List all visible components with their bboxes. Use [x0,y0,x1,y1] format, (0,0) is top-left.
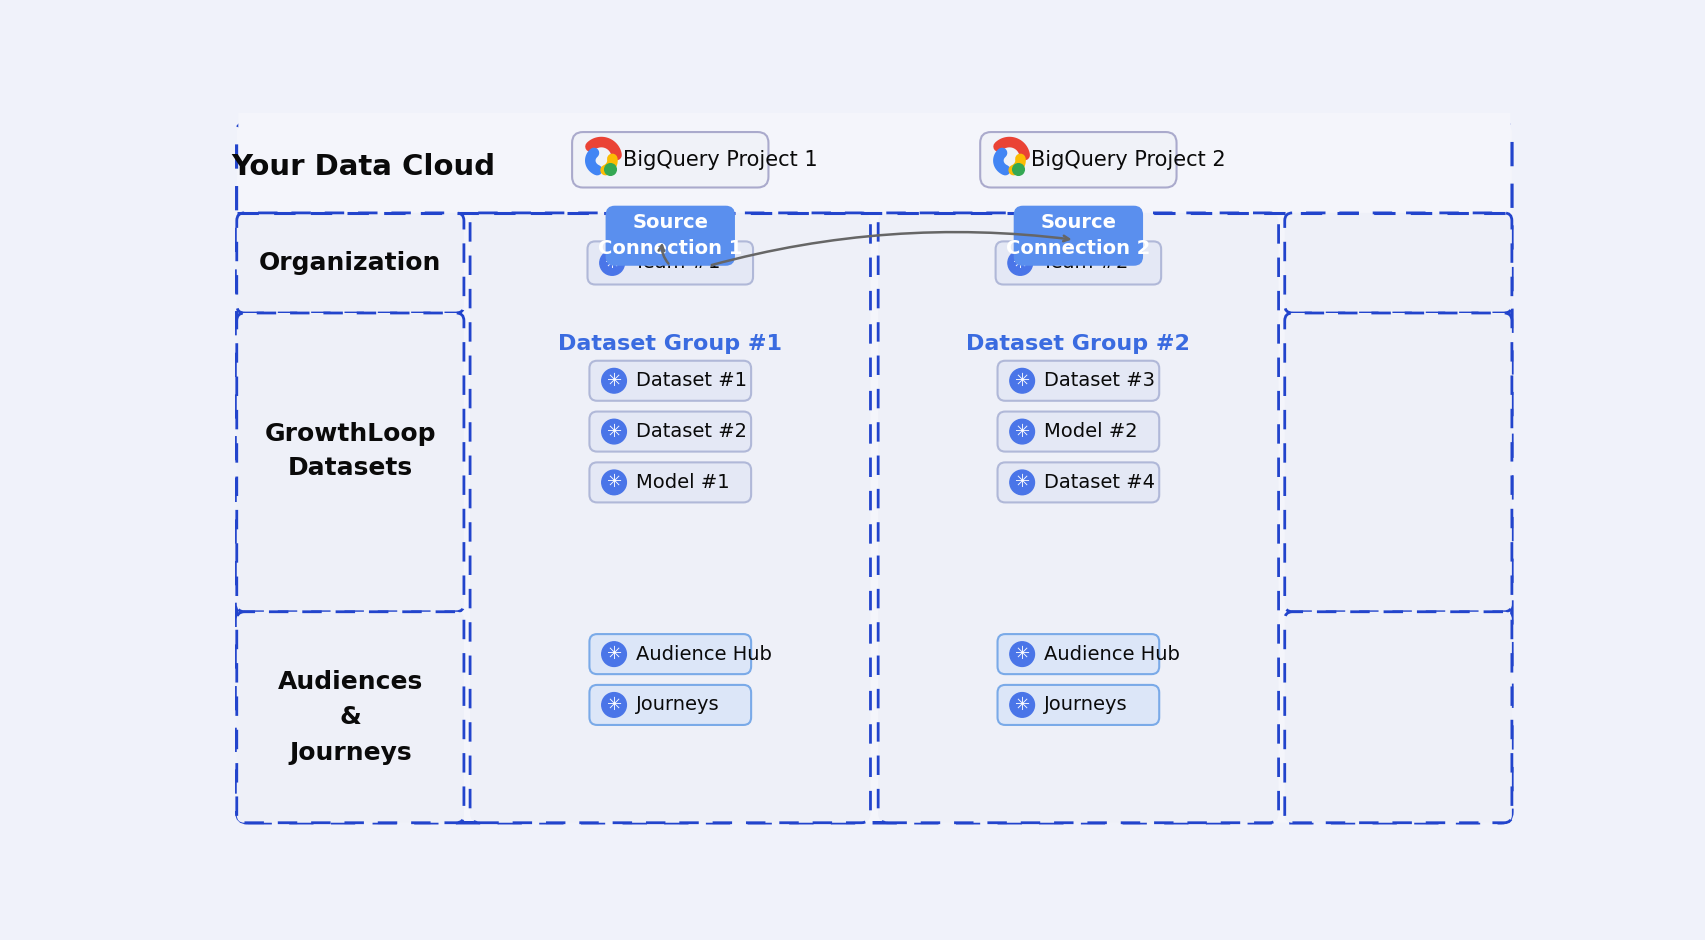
FancyBboxPatch shape [237,212,464,313]
Text: ✳: ✳ [1014,371,1030,390]
Circle shape [1009,693,1033,717]
FancyBboxPatch shape [471,212,870,822]
Text: Source
Connection 1: Source Connection 1 [598,213,742,258]
Text: Organization: Organization [259,251,442,274]
Text: ✳: ✳ [1014,645,1030,663]
Text: ✳: ✳ [604,254,619,272]
FancyBboxPatch shape [590,361,750,400]
FancyBboxPatch shape [237,612,464,822]
Text: Dataset #2: Dataset #2 [636,422,747,441]
Text: ✳: ✳ [1014,423,1030,441]
Text: BigQuery Project 2: BigQuery Project 2 [1030,149,1224,170]
Text: ✳: ✳ [607,371,621,390]
Circle shape [602,419,626,444]
Text: Audiences
&
Journeys: Audiences & Journeys [278,670,423,764]
FancyBboxPatch shape [997,361,1158,400]
Circle shape [1009,368,1033,393]
Text: Audience Hub: Audience Hub [1043,645,1178,664]
Circle shape [1009,419,1033,444]
FancyBboxPatch shape [1284,212,1511,313]
Text: Model #1: Model #1 [636,473,728,492]
Circle shape [1009,470,1033,494]
Text: GrowthLoop
Datasets: GrowthLoop Datasets [264,422,436,479]
Text: Audience Hub: Audience Hub [636,645,771,664]
Text: Journeys: Journeys [636,696,720,714]
Text: Journeys: Journeys [1043,696,1127,714]
FancyBboxPatch shape [590,634,750,674]
Text: Team #2: Team #2 [1042,254,1127,273]
FancyBboxPatch shape [590,685,750,725]
Text: ✳: ✳ [1014,696,1030,714]
Text: Dataset Group #1: Dataset Group #1 [558,334,783,353]
FancyBboxPatch shape [980,132,1176,187]
Circle shape [602,470,626,494]
FancyBboxPatch shape [996,242,1161,285]
Text: Your Data Cloud: Your Data Cloud [232,153,496,181]
Text: Source
Connection 2: Source Connection 2 [1006,213,1149,258]
FancyBboxPatch shape [571,132,767,187]
FancyBboxPatch shape [997,634,1158,674]
Text: ✳: ✳ [1014,474,1030,492]
FancyBboxPatch shape [997,412,1158,451]
FancyBboxPatch shape [590,412,750,451]
Text: ✳: ✳ [1013,254,1026,272]
FancyBboxPatch shape [1013,206,1142,266]
Circle shape [602,368,626,393]
FancyBboxPatch shape [237,313,464,612]
Text: ✳: ✳ [607,474,621,492]
Text: ✳: ✳ [607,423,621,441]
Text: ✳: ✳ [607,696,621,714]
FancyBboxPatch shape [605,206,735,266]
Circle shape [1008,251,1032,275]
FancyBboxPatch shape [237,122,1511,822]
Text: Dataset Group #2: Dataset Group #2 [965,334,1190,353]
Text: Dataset #3: Dataset #3 [1043,371,1154,390]
Text: Model #2: Model #2 [1043,422,1137,441]
FancyBboxPatch shape [878,212,1277,822]
FancyBboxPatch shape [590,462,750,502]
Text: Dataset #4: Dataset #4 [1043,473,1154,492]
Text: Team #1: Team #1 [633,254,720,273]
Text: BigQuery Project 1: BigQuery Project 1 [622,149,817,170]
FancyBboxPatch shape [1284,612,1511,822]
FancyBboxPatch shape [997,462,1158,502]
FancyBboxPatch shape [239,0,1509,212]
Text: Dataset #1: Dataset #1 [636,371,747,390]
Circle shape [1009,642,1033,666]
Text: ✳: ✳ [607,645,621,663]
FancyBboxPatch shape [997,685,1158,725]
Circle shape [600,251,624,275]
Circle shape [602,693,626,717]
FancyBboxPatch shape [587,242,752,285]
Circle shape [602,642,626,666]
FancyBboxPatch shape [1284,313,1511,612]
